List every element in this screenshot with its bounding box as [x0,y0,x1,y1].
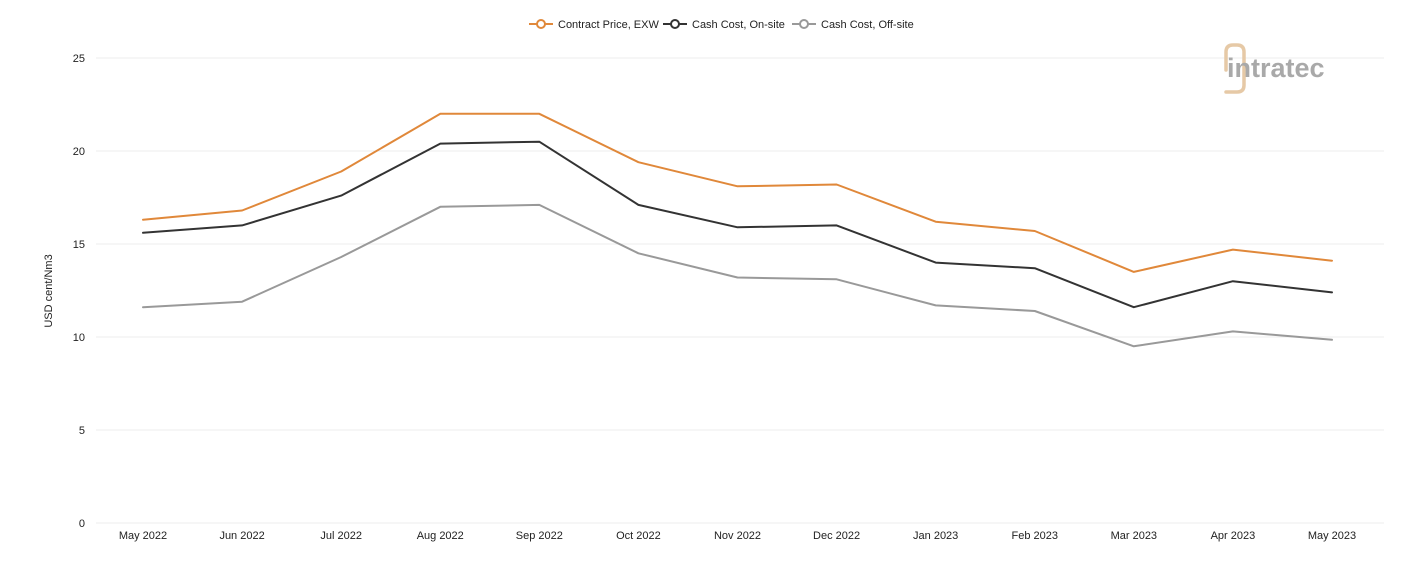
series-line [142,203,1333,348]
y-tick-label: 25 [73,53,85,65]
x-tick-label: Dec 2022 [813,530,860,542]
y-tick-label: 15 [73,239,85,251]
y-tick-label: 20 [73,146,85,158]
series-line [142,140,1333,309]
y-tick-label: 0 [79,518,85,530]
legend-item[interactable]: Cash Cost, Off-site [792,19,914,31]
x-tick-label: May 2022 [119,530,167,542]
y-tick-label: 5 [79,425,85,437]
legend-label: Contract Price, EXW [558,19,659,31]
intratec-logo: intratec [1224,43,1325,94]
x-tick-label: Apr 2023 [1211,530,1256,542]
logo-wordmark: intratec [1227,53,1325,83]
x-tick-label: Nov 2022 [714,530,761,542]
x-tick-label: May 2023 [1308,530,1356,542]
y-tick-label: 10 [73,332,85,344]
y-axis-title: USD cent/Nm3 [43,254,55,327]
x-axis: May 2022 Jun 2022 Jul 2022 Aug 2022 Sep 2022… [119,530,1356,542]
x-tick-label: Jan 2023 [913,530,958,542]
x-tick-label: Jul 2022 [320,530,362,542]
legend-item[interactable]: Contract Price, EXW [529,19,659,31]
series-line [142,112,1333,273]
legend-marker-icon [670,19,680,29]
legend-label: Cash Cost, Off-site [821,19,914,31]
y-axis: 0 5 10 15 20 25 [73,53,85,530]
x-tick-label: Sep 2022 [516,530,563,542]
x-tick-label: Feb 2023 [1012,530,1058,542]
legend-item[interactable]: Cash Cost, On-site [663,19,785,31]
x-tick-label: Oct 2022 [616,530,661,542]
legend[interactable]: Contract Price, EXW Cash Cost, On-site Cas… [529,19,914,31]
legend-marker-icon [799,19,809,29]
gridlines [96,57,1384,524]
x-tick-label: Mar 2023 [1111,530,1157,542]
series-lines [142,112,1333,348]
logo-arc-icon [1224,43,1246,94]
legend-label: Cash Cost, On-site [692,19,785,31]
x-tick-label: Aug 2022 [417,530,464,542]
legend-marker-icon [536,19,546,29]
x-tick-label: Jun 2022 [219,530,264,542]
